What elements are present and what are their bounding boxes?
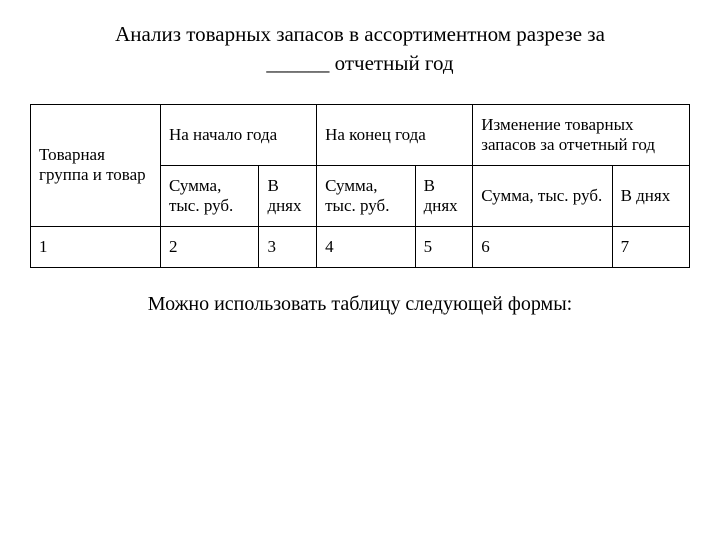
title-line2: ______ отчетный год bbox=[266, 51, 453, 75]
header-year-start: На начало года bbox=[160, 104, 316, 165]
footer-text: Можно использовать таблицу следующей фор… bbox=[30, 293, 690, 316]
header-change: Изменение товарных запасов за отчетный г… bbox=[473, 104, 690, 165]
title-line1: Анализ товарных запасов в ассортиментном… bbox=[115, 22, 605, 46]
header-product-group: Товарная группа и товар bbox=[31, 104, 161, 226]
cell-7: 7 bbox=[612, 226, 689, 267]
cell-5: 5 bbox=[415, 226, 473, 267]
subheader-days-1: В днях bbox=[259, 165, 317, 226]
subheader-days-3: В днях bbox=[612, 165, 689, 226]
cell-2: 2 bbox=[160, 226, 258, 267]
header-year-end: На конец года bbox=[317, 104, 473, 165]
cell-1: 1 bbox=[31, 226, 161, 267]
analysis-table: Товарная группа и товар На начало года Н… bbox=[30, 104, 690, 268]
cell-4: 4 bbox=[317, 226, 415, 267]
subheader-sum-2: Сумма, тыс. руб. bbox=[317, 165, 415, 226]
cell-6: 6 bbox=[473, 226, 612, 267]
table-row: 1 2 3 4 5 6 7 bbox=[31, 226, 690, 267]
cell-3: 3 bbox=[259, 226, 317, 267]
subheader-days-2: В днях bbox=[415, 165, 473, 226]
table-header-row-1: Товарная группа и товар На начало года Н… bbox=[31, 104, 690, 165]
page-title: Анализ товарных запасов в ассортиментном… bbox=[30, 20, 690, 79]
subheader-sum-1: Сумма, тыс. руб. bbox=[160, 165, 258, 226]
subheader-sum-3: Сумма, тыс. руб. bbox=[473, 165, 612, 226]
